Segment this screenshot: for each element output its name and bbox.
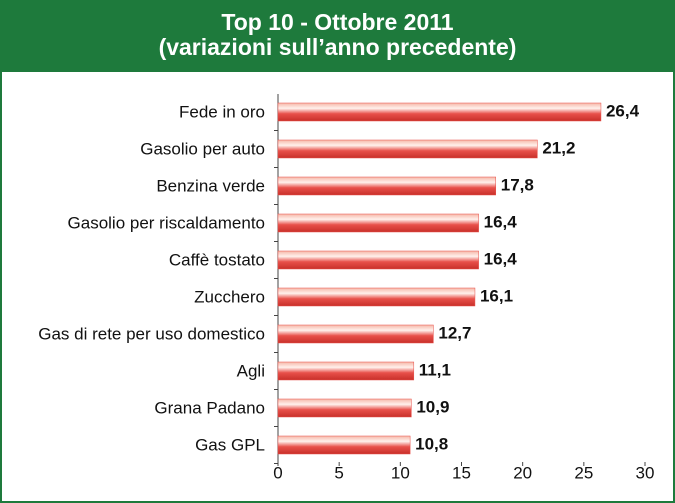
bar <box>277 398 412 418</box>
bar <box>277 435 411 455</box>
category-label: Caffè tostato <box>168 250 265 270</box>
bar <box>277 213 479 233</box>
value-label: 10,9 <box>416 397 449 416</box>
x-tick-label: 0 <box>273 463 282 482</box>
category-label: Gas GPL <box>195 435 265 455</box>
category-label: Gas di rete per uso domestico <box>38 324 265 344</box>
chart-subtitle: (variazioni sull’anno precedente) <box>158 34 517 60</box>
value-label: 16,4 <box>484 249 518 268</box>
x-tick-label: 20 <box>513 463 532 482</box>
bar <box>277 287 476 307</box>
value-label: 26,4 <box>606 101 640 120</box>
category-label: Benzina verde <box>156 176 265 196</box>
value-label: 21,2 <box>542 138 575 157</box>
bar <box>277 361 415 381</box>
x-tick-label: 30 <box>636 463 655 482</box>
category-label: Zucchero <box>194 287 265 307</box>
header: Top 10 - Ottobre 2011 (variazioni sull’a… <box>0 0 675 72</box>
category-label: Gasolio per auto <box>140 139 265 159</box>
bar <box>277 176 497 196</box>
bar <box>277 139 538 159</box>
x-tick-label: 10 <box>391 463 410 482</box>
bar <box>277 102 602 122</box>
value-label: 11,1 <box>419 360 451 379</box>
x-tick-label: 25 <box>574 463 593 482</box>
value-label: 12,7 <box>438 323 471 342</box>
bar <box>277 250 479 270</box>
chart-title: Top 10 - Ottobre 2011 <box>221 9 454 35</box>
category-label: Agli <box>236 361 265 381</box>
value-label: 10,8 <box>415 434 448 453</box>
value-label: 16,1 <box>480 286 513 305</box>
category-label: Fede in oro <box>179 102 265 122</box>
value-label: 16,4 <box>484 212 518 231</box>
x-tick-label: 15 <box>452 463 471 482</box>
value-label: 17,8 <box>501 175 534 194</box>
bar <box>277 324 434 344</box>
category-label: Grana Padano <box>154 398 265 418</box>
x-tick-label: 5 <box>334 463 343 482</box>
category-label: Gasolio per riscaldamento <box>67 213 265 233</box>
